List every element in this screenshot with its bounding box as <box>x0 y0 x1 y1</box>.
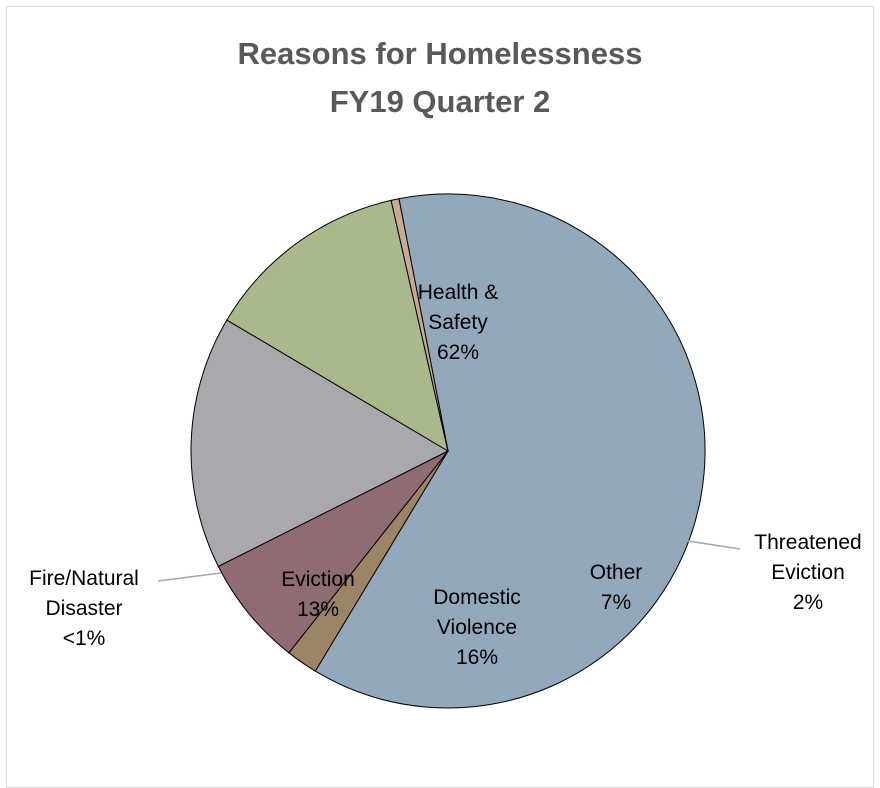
slice-label: Threatened Eviction 2% <box>754 531 861 614</box>
leader-line <box>157 572 222 582</box>
chart-title: Reasons for Homelessness <box>237 36 643 71</box>
pie-slice-other <box>217 450 449 654</box>
slice-label: Eviction 13% <box>281 568 355 621</box>
pie-slice-domestic-violence <box>190 319 450 568</box>
pie-slice-health-safety <box>314 193 706 709</box>
chart-subtitle: FY19 Quarter 2 <box>329 84 551 119</box>
leader-line <box>687 540 741 550</box>
pie-slice-fire-natural-disaster <box>390 198 449 452</box>
slice-label: Domestic Violence 16% <box>433 586 521 669</box>
pie-slice-eviction <box>226 199 449 453</box>
slice-label: Fire/Natural Disaster <1% <box>29 567 139 650</box>
slice-label: Other 7% <box>590 561 643 614</box>
slice-label: Health & Safety 62% <box>418 281 499 364</box>
